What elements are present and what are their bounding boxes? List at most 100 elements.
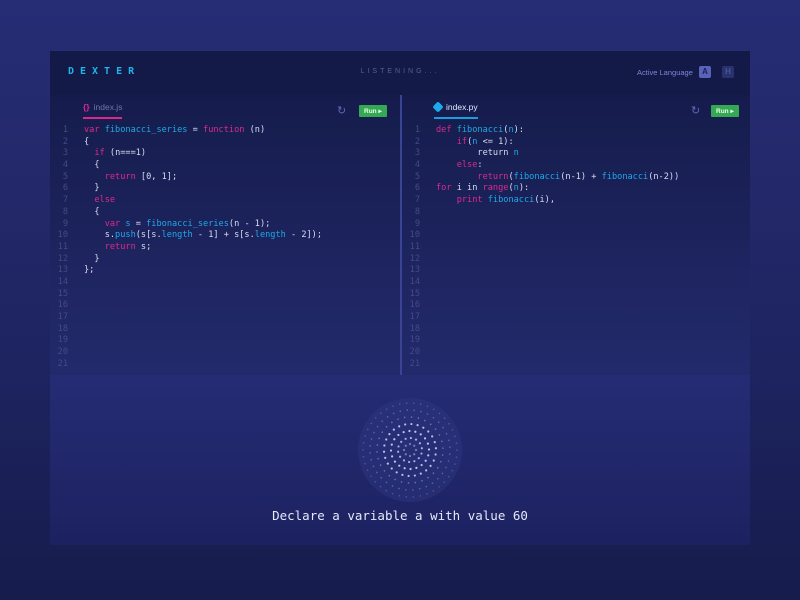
code-token — [84, 219, 105, 231]
orb-dot — [402, 459, 406, 462]
orb-dot — [413, 453, 416, 456]
code-line: 2 if(n <= 1): — [402, 137, 679, 149]
code-line: 10 s. push (s[s. length - 1] + s[s. length -… — [50, 230, 322, 242]
code-token: - 2]); — [285, 230, 323, 241]
line-number: 4 — [414, 160, 420, 171]
tab-label: index.py — [446, 102, 478, 112]
language-a-button[interactable]: A — [699, 66, 711, 78]
code-token: n — [513, 148, 519, 159]
editor-py[interactable]: index.py ↻ Run ▸ 1 def fibonacci(n): 2 if(… — [400, 95, 750, 375]
code-token: i in — [451, 183, 483, 194]
code-token: (n===1) — [104, 148, 147, 159]
orb-dot — [408, 454, 412, 458]
line-number: 2 — [62, 136, 68, 147]
orb-dot — [407, 460, 411, 464]
line-number: 4 — [62, 160, 68, 171]
orb-dot — [374, 481, 377, 483]
code-area[interactable]: 1 var fibonacci_series = function (n) 2{3 … — [50, 125, 322, 370]
orb-dot — [410, 422, 413, 426]
orb-dot — [445, 466, 447, 469]
orb-dot — [418, 488, 421, 490]
orb-dot — [438, 434, 441, 436]
line-number: 20 — [57, 347, 68, 358]
header: DEXTER LISTENING... Active Language A H — [50, 51, 750, 95]
run-button[interactable]: Run ▸ — [711, 105, 739, 117]
language-h-button[interactable]: H — [722, 66, 734, 78]
code-line: 4 else: — [402, 160, 679, 172]
code-token: : — [477, 160, 483, 171]
orb-dot — [420, 410, 422, 413]
code-line: 9 — [402, 219, 679, 231]
code-token: length — [254, 230, 286, 241]
listening-orb-icon — [358, 398, 462, 502]
tab-label: index.js — [93, 102, 123, 112]
code-line: 11 — [402, 242, 679, 254]
line-number: 10 — [409, 230, 420, 241]
orb-dot — [404, 444, 407, 447]
code-token: ( — [467, 136, 473, 147]
orb-dot — [436, 467, 439, 469]
orb-dot — [376, 444, 379, 446]
code-token: return — [477, 171, 509, 182]
line-number: 3 — [414, 148, 420, 159]
orb-dot — [424, 419, 426, 422]
orb-dot — [388, 432, 391, 436]
reload-icon[interactable]: ↻ — [691, 105, 701, 117]
orb-dot — [385, 408, 388, 410]
orb-dot — [427, 448, 431, 451]
line-number: 9 — [62, 218, 68, 229]
code-line: 13}; — [50, 265, 322, 277]
code-token: fibonacci_series — [146, 218, 229, 229]
orb-dot — [369, 445, 372, 447]
editor-js[interactable]: {} index.js ↻ Run ▸ 1 var fibonacci_series… — [50, 95, 400, 375]
code-line: 16 — [402, 300, 679, 312]
line-number: 8 — [62, 206, 68, 217]
orb-dot — [391, 492, 394, 495]
orb-dot — [448, 422, 450, 425]
code-line: 2{ — [50, 137, 322, 149]
orb-dot — [448, 439, 450, 442]
line-number: 5 — [62, 171, 68, 182]
code-area[interactable]: 1 def fibonacci(n): 2 if(n <= 1): 3 return … — [402, 125, 680, 370]
line-number: 18 — [409, 323, 420, 334]
orb-dot — [427, 454, 430, 457]
line-number: 7 — [62, 195, 68, 206]
code-line: 4 { — [50, 160, 322, 172]
orb-dot — [386, 416, 389, 418]
reload-icon[interactable]: ↻ — [337, 105, 347, 117]
orb-dot — [376, 471, 378, 474]
orb-dot — [437, 477, 439, 480]
orb-dot — [397, 433, 400, 437]
voice-panel: Declare a variable a with value 60 — [50, 375, 750, 545]
orb-dot — [370, 438, 373, 440]
code-token: = — [187, 125, 204, 135]
orb-dot — [372, 465, 375, 468]
orb-dot — [455, 442, 458, 445]
orb-dot — [398, 494, 401, 497]
orb-dot — [403, 467, 406, 470]
orb-dot — [451, 469, 454, 472]
orb-dot — [404, 453, 407, 456]
orb-dot — [443, 417, 446, 419]
code-token: print — [456, 195, 488, 206]
logo: DEXTER — [68, 66, 141, 77]
orb-dot — [398, 425, 401, 428]
code-line: 19 — [402, 335, 679, 347]
orb-dot — [422, 426, 425, 429]
code-line: 18 — [50, 324, 322, 336]
orb-dot — [380, 477, 383, 479]
orb-dot — [432, 408, 435, 411]
code-token: n — [513, 183, 519, 194]
code-token: if — [456, 136, 468, 147]
code-token: fibonacci_series — [104, 125, 188, 135]
orb-dot — [364, 462, 366, 465]
orb-dot — [397, 445, 400, 448]
orb-dot — [400, 481, 403, 483]
tab-index-js[interactable]: {} index.js — [83, 102, 123, 119]
code-token: fibonacci — [487, 195, 535, 206]
run-button[interactable]: Run ▸ — [359, 105, 387, 117]
orb-dot — [431, 482, 434, 484]
line-number: 17 — [409, 312, 420, 322]
tab-index-py[interactable]: index.py — [432, 101, 478, 119]
orb-dot — [447, 460, 450, 462]
